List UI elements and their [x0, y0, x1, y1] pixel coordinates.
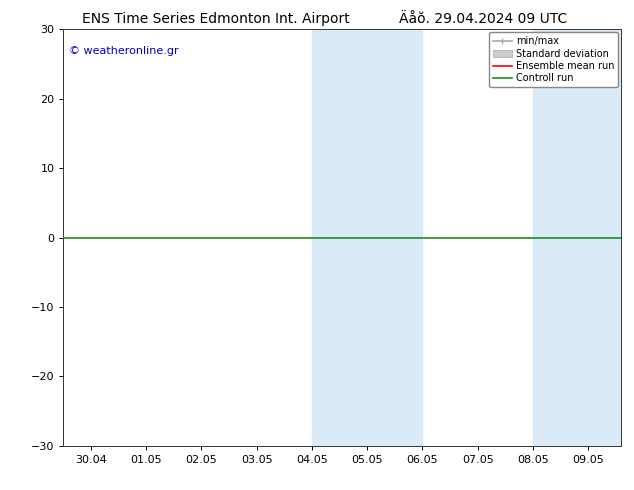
Bar — [588, 29, 621, 446]
Text: Äåŏ. 29.04.2024 09 UTC: Äåŏ. 29.04.2024 09 UTC — [399, 12, 567, 26]
Bar — [533, 29, 588, 446]
Text: © weatheronline.gr: © weatheronline.gr — [69, 46, 179, 56]
Text: ENS Time Series Edmonton Int. Airport: ENS Time Series Edmonton Int. Airport — [82, 12, 350, 26]
Bar — [367, 29, 422, 446]
Legend: min/max, Standard deviation, Ensemble mean run, Controll run: min/max, Standard deviation, Ensemble me… — [489, 32, 618, 87]
Bar — [312, 29, 367, 446]
